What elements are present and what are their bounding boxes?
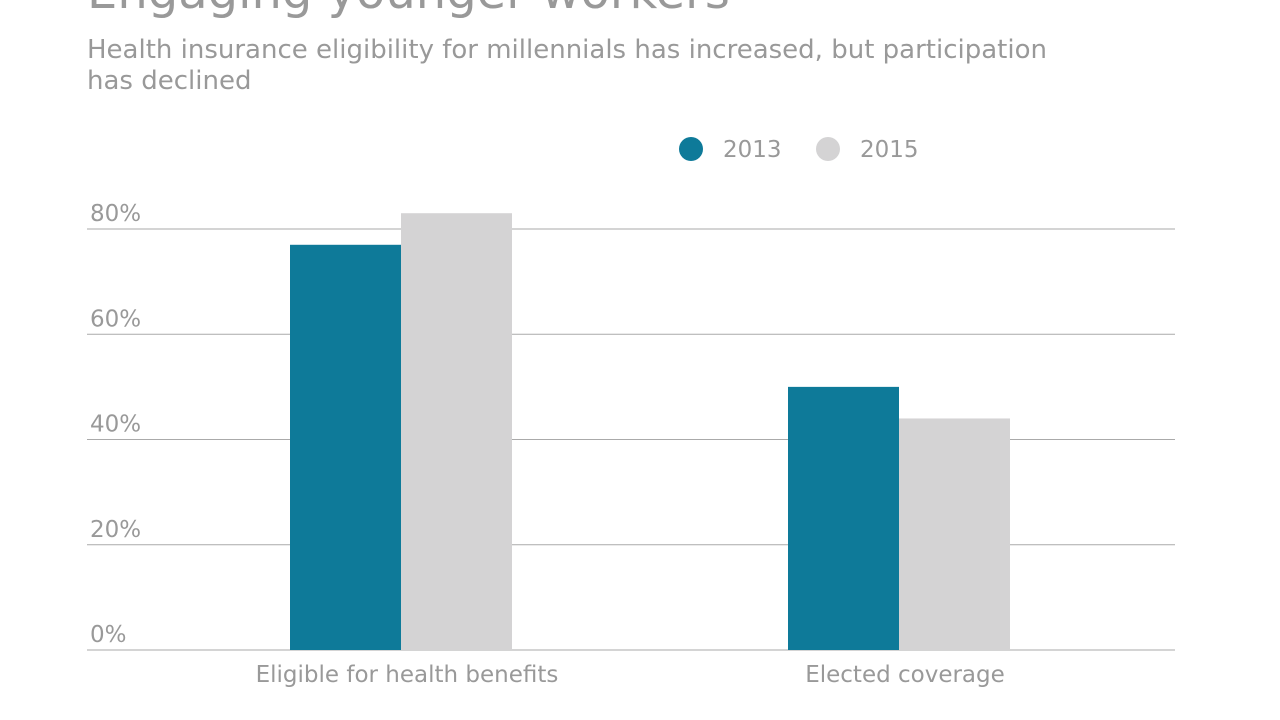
y-tick-label: 20%	[90, 517, 141, 543]
legend-label: 2015	[860, 137, 919, 163]
bar	[401, 213, 512, 650]
legend-marker	[679, 137, 703, 161]
y-tick-label: 40%	[90, 412, 141, 438]
bar	[290, 244, 401, 650]
bar	[788, 386, 899, 650]
y-tick-label: 60%	[90, 306, 141, 332]
chart-subtitle: has declined	[87, 66, 251, 96]
bar	[899, 418, 1010, 650]
legend-label: 2013	[723, 137, 782, 163]
y-tick-label: 80%	[90, 201, 141, 227]
y-tick-label: 0%	[90, 622, 127, 648]
legend-marker	[816, 137, 840, 161]
chart-title: Engaging younger workers	[87, 0, 730, 20]
x-tick-label: Elected coverage	[805, 662, 1005, 688]
x-tick-label: Eligible for health benefits	[256, 662, 559, 688]
chart-subtitle: Health insurance eligibility for millenn…	[87, 35, 1047, 65]
